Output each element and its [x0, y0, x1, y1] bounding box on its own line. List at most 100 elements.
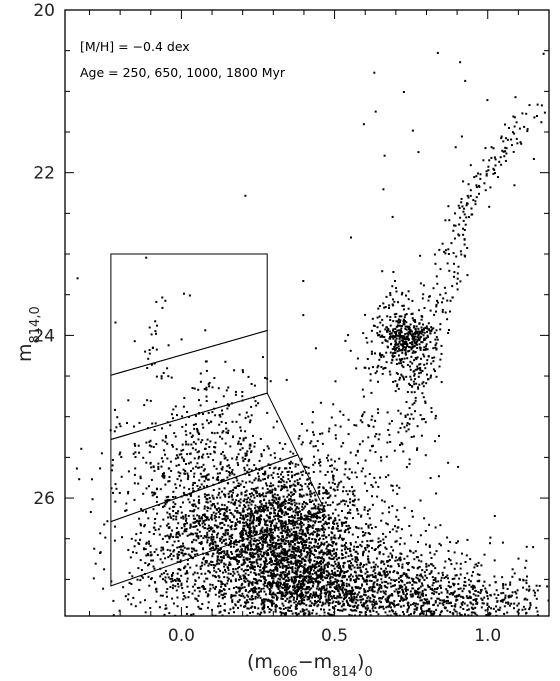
star-point [363, 588, 366, 591]
star-point [182, 405, 185, 408]
star-point [297, 547, 300, 550]
star-point [182, 501, 184, 504]
star-point [171, 529, 174, 532]
star-point [322, 551, 325, 554]
star-point [446, 591, 449, 594]
star-point [218, 602, 221, 605]
star-point [325, 587, 328, 590]
star-point [341, 510, 343, 512]
star-point [358, 611, 361, 614]
star-point [211, 614, 214, 616]
star-point [293, 589, 296, 592]
star-point [238, 598, 241, 601]
star-point [263, 540, 266, 543]
star-point [467, 608, 470, 611]
star-point [295, 576, 298, 579]
star-point [306, 546, 309, 549]
star-point [274, 565, 277, 568]
star-point [324, 595, 327, 598]
star-point [216, 526, 219, 529]
star-point [225, 519, 228, 522]
star-point [170, 552, 173, 555]
star-point [279, 581, 282, 584]
star-point [172, 518, 175, 521]
star-point [279, 611, 282, 614]
star-point [375, 611, 378, 613]
star-point [184, 572, 187, 575]
star-point [350, 599, 353, 602]
star-point [247, 504, 250, 507]
star-point [227, 464, 230, 467]
star-point [291, 593, 294, 596]
star-point [211, 608, 213, 611]
star-point [525, 582, 528, 585]
star-point [267, 606, 269, 608]
star-point [313, 491, 316, 494]
star-point [251, 589, 254, 592]
star-point [319, 464, 322, 467]
star-point [298, 517, 301, 520]
star-point [200, 466, 203, 468]
star-point [202, 453, 205, 456]
star-point [198, 479, 201, 482]
star-point [217, 525, 220, 528]
star-point [350, 568, 353, 571]
star-point [382, 532, 385, 535]
star-point [253, 384, 256, 387]
star-point [454, 595, 456, 598]
star-point [488, 584, 491, 587]
star-point [161, 537, 164, 540]
star-point [224, 509, 227, 512]
star-point [507, 602, 510, 605]
star-point [208, 529, 211, 532]
star-point [424, 599, 427, 601]
star-point [312, 585, 315, 588]
star-point [312, 591, 315, 594]
star-point [259, 548, 262, 551]
star-point [145, 461, 148, 464]
star-point [269, 503, 272, 506]
star-point [307, 511, 310, 514]
star-point [210, 504, 213, 507]
star-point [158, 533, 161, 536]
star-point [179, 506, 182, 508]
star-point [202, 521, 205, 524]
star-point [238, 587, 241, 590]
star-point [341, 600, 344, 603]
star-point [280, 485, 283, 487]
star-point [175, 448, 178, 451]
star-point [442, 603, 445, 606]
star-point [230, 512, 233, 515]
star-point [305, 576, 307, 579]
star-point [395, 588, 398, 591]
star-point [185, 530, 188, 533]
star-point [271, 595, 274, 598]
star-point [418, 579, 421, 582]
star-point [261, 487, 264, 490]
star-point [374, 606, 377, 609]
star-point [340, 596, 343, 599]
star-point [212, 489, 215, 491]
star-point [223, 595, 226, 598]
star-point [240, 568, 243, 571]
star-point [464, 581, 467, 584]
star-point [261, 547, 264, 550]
star-point [513, 607, 515, 610]
star-point [303, 570, 305, 573]
star-point [192, 521, 195, 524]
star-point [300, 513, 303, 515]
star-point [211, 541, 214, 544]
star-point [155, 443, 158, 446]
star-point [339, 571, 342, 573]
star-point [528, 606, 531, 609]
star-point [338, 596, 341, 599]
star-point [301, 585, 304, 588]
star-point [315, 577, 318, 580]
star-point [387, 605, 390, 608]
star-point [423, 579, 426, 581]
star-point [296, 541, 299, 544]
star-point [283, 552, 285, 555]
star-point [175, 531, 178, 534]
star-point [298, 532, 301, 535]
star-point [277, 506, 279, 509]
